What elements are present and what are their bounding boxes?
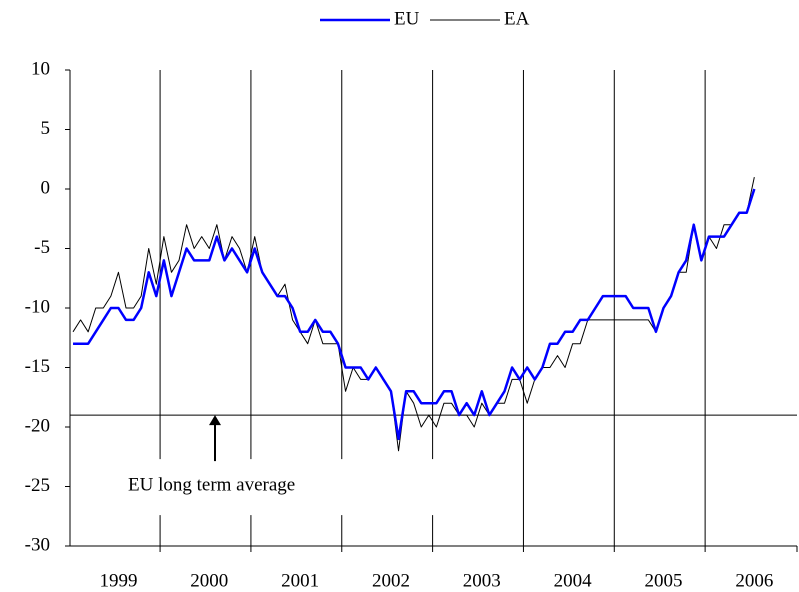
- y-tick-label: -20: [25, 415, 50, 436]
- x-tick-label: 1999: [99, 570, 137, 591]
- y-tick-label: -15: [25, 356, 50, 377]
- legend-label: EU: [394, 8, 420, 29]
- legend-label: EA: [504, 8, 530, 29]
- y-tick-label: 10: [31, 58, 50, 79]
- y-tick-label: -25: [25, 475, 50, 496]
- x-tick-label: 2005: [644, 570, 682, 591]
- x-tick-label: 2001: [281, 570, 319, 591]
- y-tick-label: -5: [34, 237, 50, 258]
- x-tick-label: 2006: [735, 570, 773, 591]
- y-tick-label: 0: [41, 177, 51, 198]
- x-tick-label: 2003: [463, 570, 501, 591]
- x-tick-label: 2004: [554, 570, 593, 591]
- arrow-head: [209, 415, 221, 426]
- y-tick-label: -10: [25, 296, 50, 317]
- y-tick-label: 5: [41, 118, 51, 139]
- series-line: [72, 176, 755, 452]
- series-line: [73, 188, 756, 441]
- x-tick-label: 2000: [190, 570, 228, 591]
- y-tick-label: -30: [25, 534, 50, 555]
- label-background: [122, 459, 442, 516]
- reference-label: EU long term average: [128, 474, 295, 495]
- x-tick-label: 2002: [372, 570, 410, 591]
